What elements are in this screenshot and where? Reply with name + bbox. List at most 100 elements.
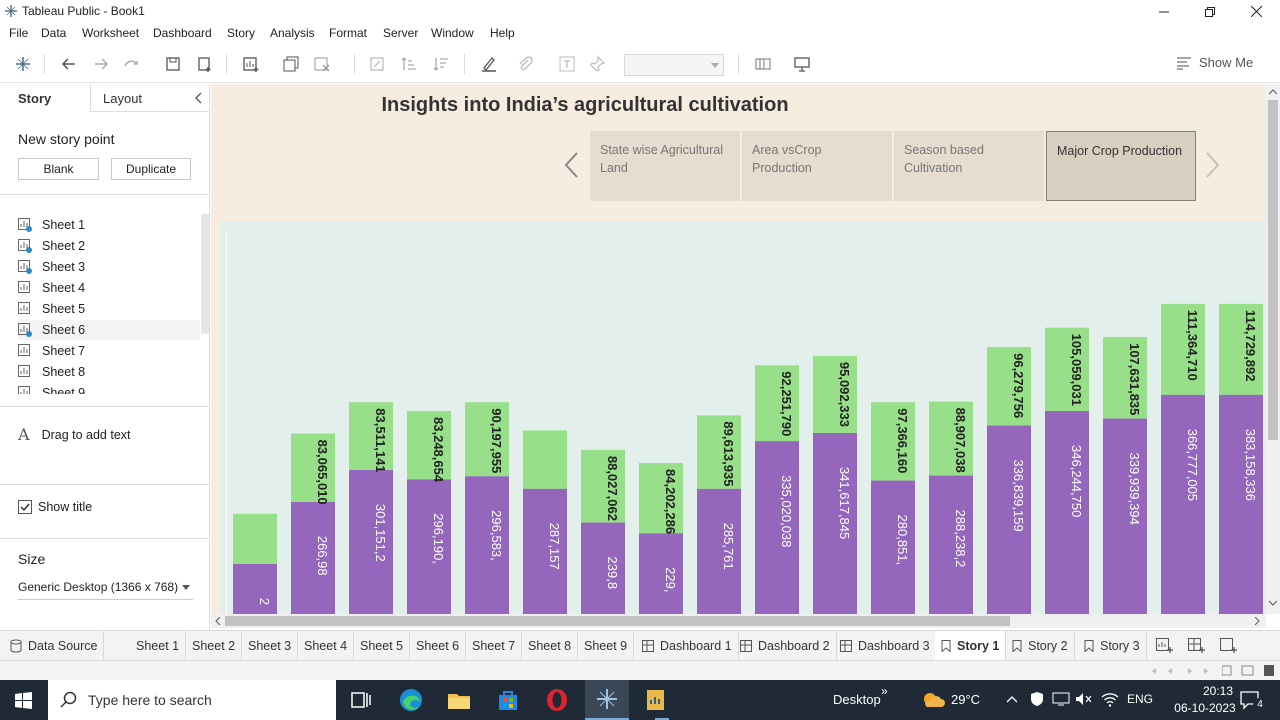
menu-dashboard[interactable]: Dashboard [153, 26, 212, 40]
restore-button[interactable] [1187, 0, 1233, 23]
bar-top-segment[interactable] [523, 430, 567, 489]
presentation-mode-button[interactable] [791, 53, 813, 75]
bar-bottom-segment[interactable] [523, 488, 567, 614]
show-me-button[interactable]: Show Me [1176, 55, 1253, 70]
toolbar-expand-icon[interactable]: » [881, 684, 888, 698]
new-worksheet-tab-icon[interactable] [1156, 638, 1174, 654]
windows-start-icon[interactable] [15, 692, 32, 709]
language-indicator[interactable]: ENG [1127, 692, 1154, 706]
swap-rows-columns-button[interactable] [366, 53, 388, 75]
microsoft-store-icon[interactable] [494, 686, 522, 714]
menu-file[interactable]: File [9, 26, 29, 40]
story-point-2[interactable]: Area vsCrop Production [742, 131, 892, 201]
bar-top-segment[interactable] [349, 402, 393, 470]
sheet-item-4[interactable]: Sheet 4 [18, 278, 85, 298]
redo-button[interactable] [90, 53, 112, 75]
bar-top-segment[interactable] [1045, 327, 1089, 412]
minimize-button[interactable] [1141, 0, 1187, 23]
scroll-up-icon[interactable] [1269, 89, 1277, 95]
sheet-item-7[interactable]: Sheet 7 [18, 341, 85, 361]
menu-worksheet[interactable]: Worksheet [82, 26, 140, 40]
scroll-left-icon[interactable] [215, 617, 221, 625]
close-button[interactable] [1233, 0, 1279, 23]
clock-time[interactable]: 20:13 [1202, 684, 1233, 698]
bar-bottom-segment[interactable] [291, 501, 335, 614]
sort-descending-button[interactable] [430, 53, 452, 75]
bar-top-segment[interactable] [407, 411, 451, 480]
story-point-1[interactable]: State wise Agricultural Land [590, 131, 740, 201]
notification-icon[interactable] [1240, 690, 1260, 710]
sheet-item-8[interactable]: Sheet 8 [18, 362, 85, 382]
menu-format[interactable]: Format [329, 26, 368, 40]
save-button[interactable] [162, 53, 184, 75]
taskbar-search[interactable]: Type here to search [48, 680, 336, 720]
previous-story-point-icon[interactable] [563, 151, 579, 179]
tab-sheet-3[interactable]: Sheet 3 [242, 631, 299, 661]
sort-ascending-button[interactable] [398, 53, 420, 75]
tab-sheet-2[interactable]: Sheet 2 [186, 631, 243, 661]
duplicate-sheet-button[interactable] [280, 53, 302, 75]
vertical-scrollbar[interactable] [1266, 84, 1280, 614]
size-dropdown[interactable]: Generic Desktop (1366 x 768) [18, 580, 193, 600]
bar-top-segment[interactable] [987, 347, 1031, 426]
bar-bottom-segment[interactable] [1161, 394, 1205, 614]
menu-server[interactable]: Server [383, 26, 419, 40]
bar-top-segment[interactable] [291, 433, 335, 502]
drag-text-object[interactable]: A Drag to add text [18, 425, 131, 444]
bar-bottom-segment[interactable] [987, 425, 1031, 614]
bar-bottom-segment[interactable] [639, 533, 683, 614]
tab-dashboard-2[interactable]: Dashboard 2 [734, 631, 837, 661]
menu-analysis[interactable]: Analysis [270, 26, 315, 40]
desktop-toolbar-label[interactable]: Desktop [833, 692, 881, 707]
sheet-item-5[interactable]: Sheet 5 [18, 299, 85, 319]
tab-story-3[interactable]: Story 3 [1078, 631, 1147, 661]
scroll-down-icon[interactable] [1269, 600, 1277, 606]
vertical-scroll-thumb[interactable] [1268, 100, 1278, 440]
new-data-source-button[interactable] [194, 53, 216, 75]
bar-top-segment[interactable] [465, 402, 509, 477]
security-shield-icon[interactable] [1030, 691, 1044, 707]
file-explorer-icon[interactable] [445, 686, 473, 714]
tab-sheet-6[interactable]: Sheet 6 [410, 631, 467, 661]
sheet-list-scrollbar[interactable] [201, 214, 209, 334]
edge-browser-icon[interactable] [397, 686, 425, 714]
bar-top-segment[interactable] [929, 401, 973, 476]
tab-dashboard-1[interactable]: Dashboard 1 [636, 631, 739, 661]
new-story-tab-icon[interactable] [1220, 638, 1238, 654]
bar-top-segment[interactable] [1161, 303, 1205, 395]
story-point-4[interactable]: Major Crop Production [1046, 131, 1196, 201]
bar-bottom-segment[interactable] [929, 475, 973, 614]
bar-bottom-segment[interactable] [581, 522, 625, 614]
show-title-checkbox[interactable]: Show title [18, 500, 92, 514]
highlight-button[interactable] [478, 53, 500, 75]
menu-data[interactable]: Data [41, 26, 67, 40]
sheet-item-2[interactable]: Sheet 2 [18, 236, 85, 256]
bar-bottom-segment[interactable] [697, 488, 741, 614]
tableau-taskbar-button[interactable] [585, 680, 629, 720]
tab-data-source[interactable]: Data Source [4, 631, 105, 661]
horizontal-scrollbar[interactable] [211, 614, 1266, 628]
wifi-icon[interactable] [1101, 691, 1119, 707]
sheet-item-1[interactable]: Sheet 1 [18, 215, 85, 235]
menu-window[interactable]: Window [431, 26, 474, 40]
bar-top-segment[interactable] [581, 449, 625, 523]
new-worksheet-button[interactable] [240, 53, 262, 75]
task-view-icon[interactable] [346, 686, 374, 714]
bar-bottom-segment[interactable] [1219, 394, 1263, 614]
bar-top-segment[interactable] [1103, 337, 1147, 419]
chevron-up-icon[interactable] [1006, 694, 1018, 704]
sheet-item-6[interactable]: Sheet 6 [18, 320, 200, 340]
bar-top-segment[interactable] [871, 402, 915, 481]
tab-sheet-5[interactable]: Sheet 5 [354, 631, 411, 661]
menu-help[interactable]: Help [490, 26, 515, 40]
bar-bottom-segment[interactable] [1103, 418, 1147, 614]
opera-browser-icon[interactable] [543, 686, 571, 714]
bar-bottom-segment[interactable] [871, 480, 915, 614]
new-dashboard-tab-icon[interactable] [1188, 638, 1206, 654]
replay-animation-button[interactable] [120, 53, 142, 75]
fix-axes-button[interactable] [586, 53, 608, 75]
weather-cloud-sun-icon[interactable] [921, 690, 945, 710]
tab-story-2[interactable]: Story 2 [1006, 631, 1075, 661]
sheet-item-9[interactable]: Sheet 9 [18, 383, 85, 394]
tab-sheet-7[interactable]: Sheet 7 [466, 631, 523, 661]
